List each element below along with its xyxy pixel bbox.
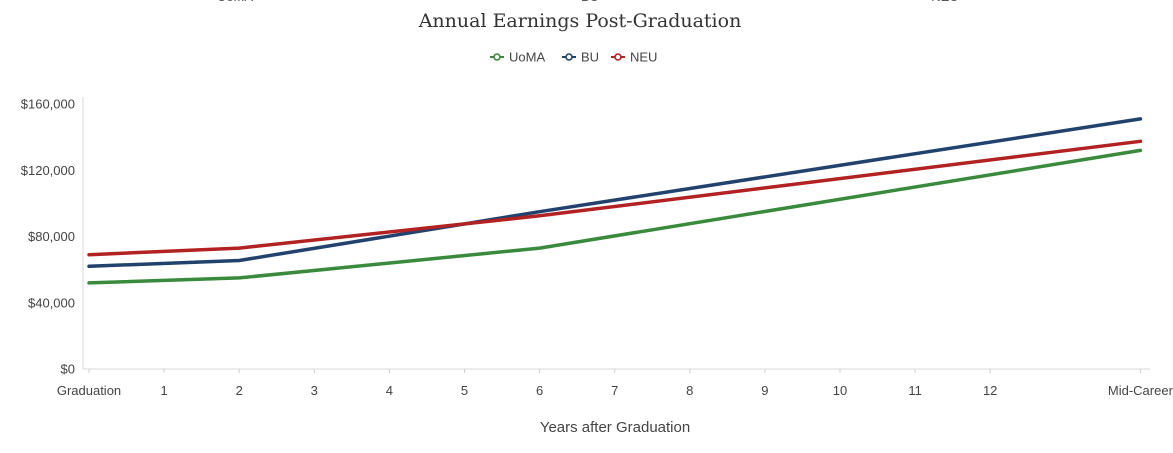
cut-label-neu: NEU	[931, 0, 958, 4]
legend-item-uoma[interactable]: UoMA	[490, 50, 545, 65]
x-tick-label: 3	[311, 383, 318, 398]
series-line-bu[interactable]	[87, 117, 1143, 269]
legend-marker-icon	[493, 53, 501, 61]
legend-label: NEU	[630, 50, 657, 65]
x-tick-label: 2	[236, 383, 243, 398]
series-lines	[87, 117, 1143, 285]
legend-label: UoMA	[509, 50, 545, 65]
legend-marker-icon	[565, 53, 573, 61]
series-line-uoma[interactable]	[87, 148, 1143, 285]
y-tick-label: $40,000	[28, 295, 75, 310]
y-tick-label: $160,000	[21, 97, 75, 112]
legend: UoMA BU NEU	[490, 50, 657, 65]
x-tick-label: 8	[686, 383, 693, 398]
x-axis-title: Years after Graduation	[540, 419, 690, 436]
x-tick-label: 9	[761, 383, 768, 398]
x-tick-label: 10	[833, 383, 847, 398]
legend-marker-icon	[614, 53, 622, 61]
x-tick-label: 4	[386, 383, 393, 398]
y-tick-label: $120,000	[21, 163, 75, 178]
legend-label: BU	[581, 50, 599, 65]
cut-off-top-labels: UoMA BU NEU	[217, 0, 959, 4]
y-tick-label: $0	[61, 362, 75, 377]
x-tick-label: Mid-Career	[1108, 383, 1173, 398]
x-axis: Graduation 1 2 3 4 5 6 7 8 9 10 11 12 Mid-Career	[57, 368, 1173, 398]
legend-item-bu[interactable]: BU	[562, 50, 599, 65]
x-tick-label: Graduation	[57, 383, 121, 398]
legend-item-neu[interactable]: NEU	[611, 50, 657, 65]
y-axis: $0 $40,000 $80,000 $120,000 $160,000	[21, 97, 84, 377]
series-line-neu[interactable]	[87, 139, 1143, 257]
chart-title: Annual Earnings Post-Graduation	[418, 10, 742, 32]
x-tick-label: 7	[611, 383, 618, 398]
cut-label-uoma: UoMA	[217, 0, 253, 4]
x-tick-label: 1	[160, 383, 167, 398]
x-tick-label: 5	[461, 383, 468, 398]
x-tick-label: 6	[536, 383, 543, 398]
x-tick-label: 12	[983, 383, 997, 398]
cut-label-bu: BU	[581, 0, 599, 4]
x-tick-label: 11	[908, 383, 922, 398]
y-tick-label: $80,000	[28, 229, 75, 244]
